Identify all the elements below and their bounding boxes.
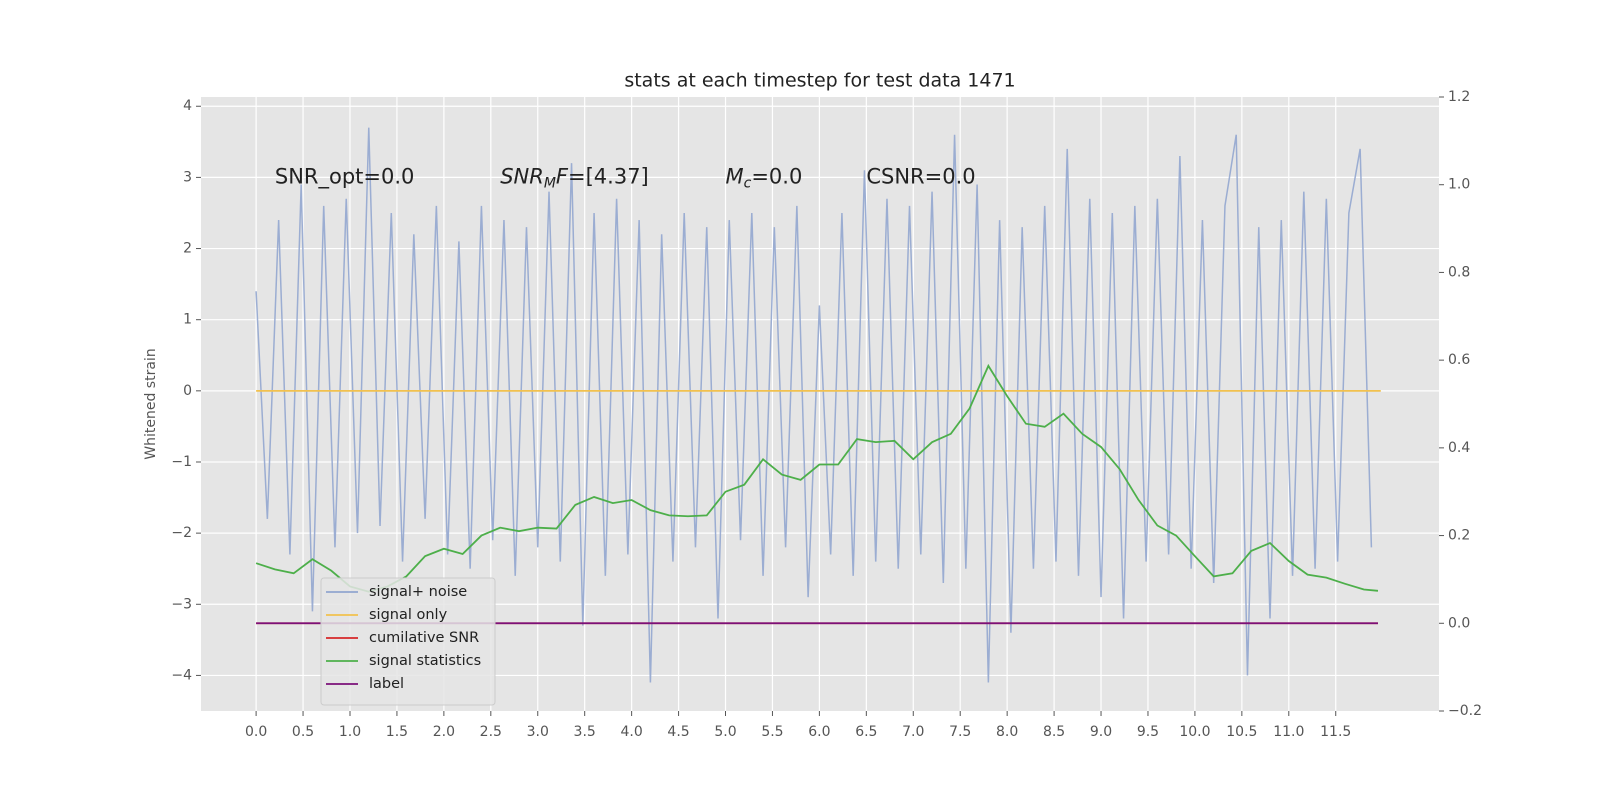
series-line (255, 127, 1373, 683)
annotation: Mc=0.0 (726, 164, 803, 191)
y2-tick-label: 0.2 (1448, 528, 1470, 544)
x-tick-label: 11.0 (1273, 724, 1304, 740)
x-tick-label: 7.0 (902, 724, 924, 740)
annotation-part: M (544, 175, 556, 191)
axes: 0.0 0.5 1.0 1.5 2.0 2.5 3.0 3.5 4.0 4.5 5.0 5.5 6.0 6… (171, 89, 1482, 740)
x-tick-label: 1.5 (386, 724, 408, 740)
y2-tick-label: 0.8 (1448, 264, 1470, 280)
y-tick-label: 3 (183, 169, 192, 185)
legend-label: signal statistics (369, 653, 481, 669)
annotation: SNR_opt=0.0 (275, 164, 415, 189)
annotation: SNRMF=[4.37] (500, 164, 649, 191)
annotation-part: F (556, 164, 569, 188)
x-tick-label: 10.0 (1179, 724, 1210, 740)
x-tick-label: 2.0 (433, 724, 455, 740)
y-axis-label: Whitened strain (143, 348, 159, 459)
y2-tick-label: 1.0 (1448, 177, 1470, 193)
x-tick-label: 6.5 (855, 724, 877, 740)
y2-tick-label: 0.6 (1448, 352, 1470, 368)
annotation-part: =[4.37] (568, 164, 649, 188)
x-tick-label: 3.0 (527, 724, 549, 740)
x-tick-label: 10.5 (1226, 724, 1257, 740)
y-tick-label: 1 (183, 312, 192, 328)
legend-label: signal only (369, 607, 448, 623)
x-tick-label: 8.5 (1043, 724, 1065, 740)
x-tick-label: 5.0 (714, 724, 736, 740)
y-tick-label: 2 (183, 241, 192, 257)
x-tick-label: 9.0 (1090, 724, 1112, 740)
x-tick-label: 2.5 (480, 724, 502, 740)
y-tick-label: −2 (171, 525, 192, 541)
y2-tick-label: 1.2 (1448, 89, 1470, 105)
annotation-part: =0.0 (751, 164, 802, 188)
y-tick-label: −1 (171, 454, 192, 470)
y-tick-label: −3 (171, 596, 192, 612)
annotation-part: c (744, 175, 752, 191)
annotation-part: SNR_opt=0.0 (275, 164, 415, 189)
x-tick-label: 0.0 (245, 724, 267, 740)
x-tick-label: 11.5 (1320, 724, 1351, 740)
x-tick-label: 5.5 (761, 724, 783, 740)
legend-label: signal+ noise (369, 584, 467, 600)
x-tick-label: 3.5 (574, 724, 596, 740)
y2-tick-label: 0.0 (1448, 615, 1470, 631)
y2-tick-label: −0.2 (1448, 703, 1482, 719)
annotation-part: CSNR=0.0 (866, 164, 975, 188)
x-tick-label: 4.5 (667, 724, 689, 740)
x-tick-label: 8.0 (996, 724, 1018, 740)
x-tick-label: 0.5 (292, 724, 314, 740)
chart-title: stats at each timestep for test data 147… (624, 70, 1015, 92)
legend-label: cumilative SNR (369, 630, 479, 646)
x-tick-label: 1.0 (339, 724, 361, 740)
y-tick-label: 4 (183, 98, 192, 114)
annotation-part: M (726, 164, 744, 188)
marks: SNR_opt=0.0 SNRMF=[4.37] Mc=0.0 CSNR=0.0 (255, 127, 1381, 683)
y2-tick-label: 0.4 (1448, 440, 1470, 456)
annotation-part: SNR (500, 164, 544, 188)
legend: signal+ noise signal only cumilative SNR si… (320, 577, 496, 706)
y-tick-label: 0 (183, 383, 192, 399)
x-tick-label: 6.0 (808, 724, 830, 740)
x-tick-label: 7.5 (949, 724, 971, 740)
annotation: CSNR=0.0 (866, 164, 975, 188)
legend-label: label (369, 676, 404, 692)
y-tick-label: −4 (171, 667, 192, 683)
legend-box (320, 577, 496, 706)
x-tick-label: 4.0 (620, 724, 642, 740)
x-tick-label: 9.5 (1137, 724, 1159, 740)
series-line (255, 363, 1379, 593)
